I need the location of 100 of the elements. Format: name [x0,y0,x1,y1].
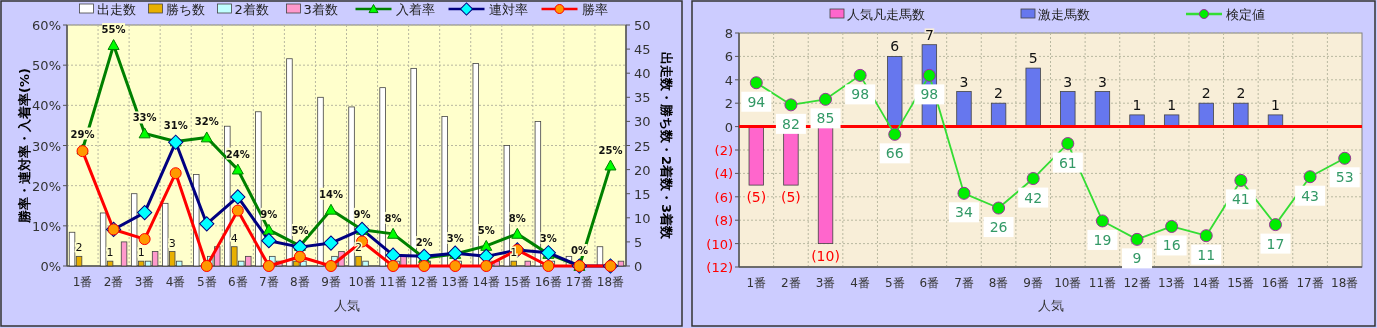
y-tick-label: 4 [724,72,733,88]
data-label: 32% [194,116,219,128]
data-label: 94 [747,93,766,110]
x-tick-label: 8番 [290,275,310,289]
data-label: 24% [225,148,250,160]
y-tick-label: 10% [32,218,61,234]
data-label: 2 [75,241,83,255]
y2-tick-label: 0 [634,259,643,274]
data-label: 85 [816,110,835,127]
x-tick-label: 1番 [746,276,767,290]
data-label: 2 [1236,85,1246,102]
data-label: 3% [539,232,557,244]
y-tick-label: 40% [32,98,61,114]
data-label: 98 [920,86,939,103]
data-label: 1 [137,246,145,260]
x-tick-label: 2番 [103,275,124,289]
data-label: 82 [782,115,800,132]
y-tick-label: 60% [32,18,61,33]
data-label: 42 [1024,189,1043,206]
data-label: 0% [570,245,588,256]
data-label: 61 [1058,154,1077,171]
y2-tick-label: 25 [634,138,651,154]
x-tick-label: 12番 [410,275,438,289]
data-label: 98 [851,86,870,103]
legend-label: 激走馬数 [1038,7,1090,22]
data-label: 4 [230,231,238,245]
x-tick-label: 13番 [1158,276,1186,290]
data-label: 16 [1162,237,1181,254]
x-tick-label: 3番 [815,276,836,290]
y-tick-label: 20% [32,178,61,194]
data-label: 9 [1132,250,1142,267]
data-label: 3 [1097,73,1107,90]
data-label: 6 [890,38,900,55]
x-tick-label: 14番 [1192,276,1220,290]
data-label: 19 [1093,231,1112,248]
y-tick-label: 0% [40,259,61,274]
legend-label: 3着数 [303,2,338,17]
data-label: (5) [780,189,801,206]
data-label: 41 [1231,191,1250,208]
x-tick-label: 8番 [988,276,1009,290]
y-tick-label: 8 [724,26,733,41]
x-axis-title: 人気 [333,298,360,313]
data-label: 1 [1271,96,1280,113]
y-tick-label: 6 [724,49,733,65]
x-tick-label: 7番 [954,276,974,290]
y2-tick-label: 50 [634,18,651,33]
legend-label: 入着率 [395,2,435,17]
x-tick-label: 9番 [321,275,341,289]
legend-label: 人気凡走馬数 [847,7,925,22]
x-tick-label: 1番 [72,275,93,289]
y-tick-label: 30% [32,138,61,154]
legend-label: 出走数 [96,2,136,17]
data-label: 5% [477,224,495,236]
y-tick-label: (2) [714,143,733,158]
data-label: 31% [163,120,188,132]
data-label: 5 [1028,50,1038,67]
x-tick-label: 4番 [850,276,870,290]
x-tick-label: 10番 [1054,276,1082,290]
x-tick-label: 12番 [1123,276,1151,290]
x-tick-label: 16番 [534,275,562,289]
x-tick-label: 13番 [441,275,469,289]
data-label: 1 [106,246,114,260]
y2-tick-label: 45 [634,42,651,58]
data-label: 25% [598,144,623,156]
x-tick-label: 16番 [1261,276,1290,290]
data-label: 34 [955,204,973,221]
y-tick-label: 0 [724,119,733,135]
x-tick-label: 18番 [596,275,625,289]
x-tick-label: 17番 [1296,276,1324,290]
data-label: 53 [1335,169,1354,186]
y2-axis-title: 出走数・勝ち数・2着数・3着数 [659,51,674,241]
y-tick-label: (10) [706,236,733,252]
data-label: 3% [446,232,464,244]
x-tick-label: 11番 [379,275,407,289]
x-tick-label: 17番 [565,275,594,289]
legend-label: 2着数 [234,2,269,17]
data-label: 66 [885,145,904,162]
x-tick-label: 15番 [503,275,531,289]
y-tick-label: (6) [714,189,733,205]
data-label: (10) [811,247,840,264]
data-label: 1 [1167,96,1177,113]
data-label: 1 [1132,96,1142,113]
y2-tick-label: 40 [634,66,651,82]
data-label: (5) [746,189,767,206]
data-label: 8% [508,212,526,224]
x-tick-label: 2番 [781,276,801,290]
legend-label: 勝率 [581,2,608,17]
x-tick-label: 11番 [1088,276,1117,290]
legend-label: 勝ち数 [165,2,205,17]
x-tick-label: 9番 [1023,276,1044,290]
x-tick-label: 15番 [1227,276,1255,290]
x-tick-label: 10番 [348,275,376,289]
data-label: 43 [1301,187,1319,204]
data-label: 7 [924,26,934,43]
x-tick-label: 5番 [196,275,217,289]
y2-tick-label: 35 [634,90,651,106]
legend-label: 連対率 [488,2,528,17]
x-axis-title: 人気 [1037,298,1064,313]
data-label: 2 [1201,85,1211,102]
y2-tick-label: 30 [634,114,651,130]
